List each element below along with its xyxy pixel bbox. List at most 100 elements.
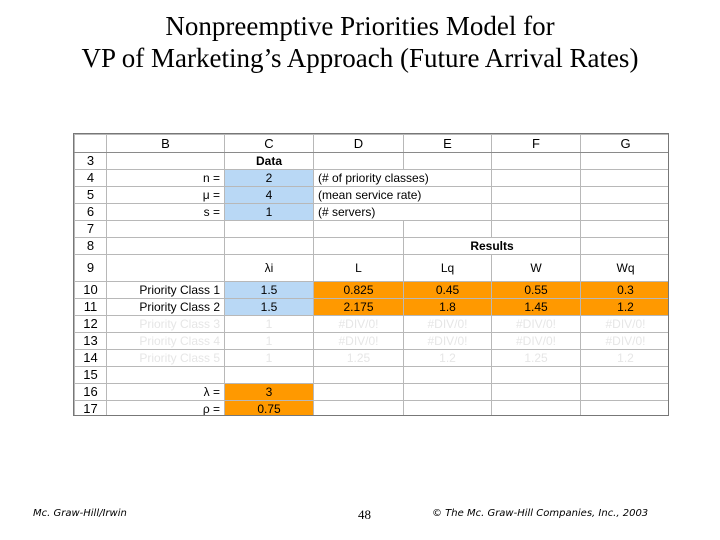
- cell[interactable]: #DIV/0!: [491, 315, 581, 333]
- cell[interactable]: λ =: [106, 383, 225, 401]
- result-cell[interactable]: 0.55: [491, 281, 581, 299]
- cell[interactable]: μ =: [106, 186, 225, 204]
- cell[interactable]: [106, 152, 225, 170]
- cell[interactable]: [313, 400, 404, 415]
- cell[interactable]: Priority Class 5: [106, 349, 225, 367]
- cell[interactable]: 1: [224, 315, 314, 333]
- cell[interactable]: [580, 237, 668, 255]
- cell[interactable]: [106, 237, 225, 255]
- cell[interactable]: [580, 383, 668, 401]
- row-header[interactable]: 15: [74, 366, 107, 384]
- cell[interactable]: [313, 237, 404, 255]
- cell[interactable]: [224, 366, 314, 384]
- result-cell[interactable]: 1.45: [491, 298, 581, 316]
- cell[interactable]: [580, 169, 668, 187]
- input-cell[interactable]: 1.5: [224, 298, 314, 316]
- result-cell[interactable]: 0.45: [403, 281, 492, 299]
- cell[interactable]: #DIV/0!: [403, 332, 492, 350]
- cell[interactable]: [106, 366, 225, 384]
- cell[interactable]: [313, 220, 404, 238]
- input-cell[interactable]: 4: [224, 186, 314, 204]
- row-header[interactable]: 12: [74, 315, 107, 333]
- corner-cell[interactable]: [74, 134, 107, 153]
- cell[interactable]: [580, 366, 668, 384]
- cell[interactable]: s =: [106, 203, 225, 221]
- cell[interactable]: Priority Class 1: [106, 281, 225, 299]
- cell[interactable]: [491, 366, 581, 384]
- cell[interactable]: ρ =: [106, 400, 225, 415]
- result-cell[interactable]: 2.175: [313, 298, 404, 316]
- cell[interactable]: Priority Class 2: [106, 298, 225, 316]
- cell[interactable]: [580, 186, 668, 204]
- cell[interactable]: 1: [224, 349, 314, 367]
- input-cell[interactable]: 2: [224, 169, 314, 187]
- row-header[interactable]: 14: [74, 349, 107, 367]
- data-heading-cell[interactable]: Data: [224, 152, 314, 170]
- row-header[interactable]: 5: [74, 186, 107, 204]
- result-cell[interactable]: 0.3: [580, 281, 668, 299]
- header-cell[interactable]: Lq: [403, 254, 492, 282]
- row-header[interactable]: 7: [74, 220, 107, 238]
- column-header-d[interactable]: D: [313, 134, 404, 153]
- column-header-e[interactable]: E: [403, 134, 492, 153]
- cell[interactable]: [580, 152, 668, 170]
- cell[interactable]: [491, 400, 581, 415]
- row-header[interactable]: 13: [74, 332, 107, 350]
- cell[interactable]: [491, 203, 581, 221]
- row-header[interactable]: 17: [74, 400, 107, 415]
- column-header-c[interactable]: C: [224, 134, 314, 153]
- cell[interactable]: #DIV/0!: [313, 332, 404, 350]
- input-cell[interactable]: 1: [224, 203, 314, 221]
- result-cell[interactable]: 0.75: [224, 400, 314, 415]
- cell[interactable]: [580, 400, 668, 415]
- result-cell[interactable]: 1.2: [580, 298, 668, 316]
- cell[interactable]: #DIV/0!: [580, 315, 668, 333]
- cell[interactable]: n =: [106, 169, 225, 187]
- cell[interactable]: [491, 220, 581, 238]
- cell[interactable]: #DIV/0!: [491, 332, 581, 350]
- cell[interactable]: (# servers): [313, 203, 492, 221]
- column-header-b[interactable]: B: [106, 134, 225, 153]
- cell[interactable]: [106, 220, 225, 238]
- result-cell[interactable]: 0.825: [313, 281, 404, 299]
- cell[interactable]: #DIV/0!: [313, 315, 404, 333]
- cell[interactable]: [106, 254, 225, 282]
- cell[interactable]: [491, 383, 581, 401]
- cell[interactable]: (mean service rate): [313, 186, 492, 204]
- cell[interactable]: [224, 237, 314, 255]
- cell[interactable]: 1.2: [403, 349, 492, 367]
- row-header[interactable]: 6: [74, 203, 107, 221]
- cell[interactable]: [491, 186, 581, 204]
- lambda-i-header-cell[interactable]: λi: [224, 254, 314, 282]
- cell[interactable]: [491, 152, 581, 170]
- header-cell[interactable]: W: [491, 254, 581, 282]
- cell[interactable]: [313, 152, 404, 170]
- cell[interactable]: 1.25: [313, 349, 404, 367]
- cell[interactable]: [224, 220, 314, 238]
- input-cell[interactable]: 1.5: [224, 281, 314, 299]
- cell[interactable]: [580, 203, 668, 221]
- cell[interactable]: 1: [224, 332, 314, 350]
- header-cell[interactable]: Wq: [580, 254, 668, 282]
- row-header[interactable]: 11: [74, 298, 107, 316]
- results-heading-cell[interactable]: Results: [403, 237, 581, 255]
- row-header[interactable]: 3: [74, 152, 107, 170]
- cell[interactable]: Priority Class 4: [106, 332, 225, 350]
- cell[interactable]: [313, 383, 404, 401]
- cell[interactable]: [491, 169, 581, 187]
- cell[interactable]: (# of priority classes): [313, 169, 492, 187]
- result-cell[interactable]: 3: [224, 383, 314, 401]
- column-header-g[interactable]: G: [580, 134, 668, 153]
- cell[interactable]: [403, 366, 492, 384]
- cell[interactable]: 1.2: [580, 349, 668, 367]
- header-cell[interactable]: L: [313, 254, 404, 282]
- cell[interactable]: [403, 152, 492, 170]
- column-header-f[interactable]: F: [491, 134, 581, 153]
- row-header[interactable]: 9: [74, 254, 107, 282]
- cell[interactable]: #DIV/0!: [403, 315, 492, 333]
- cell[interactable]: #DIV/0!: [580, 332, 668, 350]
- cell[interactable]: [403, 383, 492, 401]
- row-header[interactable]: 10: [74, 281, 107, 299]
- cell[interactable]: [313, 366, 404, 384]
- row-header[interactable]: 8: [74, 237, 107, 255]
